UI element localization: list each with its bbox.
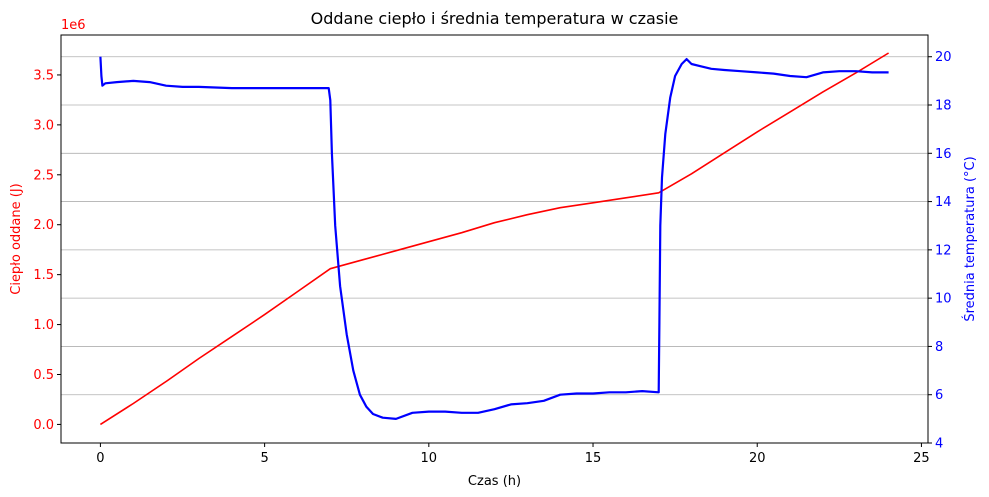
right-axis-label: Średnia temperatura (°C) <box>962 156 978 321</box>
grid-lines <box>61 56 928 444</box>
chart-title: Oddane ciepło i średnia temperatura w cz… <box>311 9 679 28</box>
right-tick-label: 6 <box>935 388 943 403</box>
x-tick-label: 0 <box>96 451 104 466</box>
right-tick-label: 14 <box>935 195 952 210</box>
heat-released-line <box>99 52 890 426</box>
x-tick-label: 5 <box>260 451 268 466</box>
left-axis-label: Ciepło oddane (J) <box>9 183 24 295</box>
right-tick-label: 4 <box>935 437 943 452</box>
x-tick-label: 10 <box>421 451 438 466</box>
x-axis-label: Czas (h) <box>468 474 521 489</box>
x-axis-ticks: 0 5 10 15 20 25 <box>96 443 930 466</box>
right-tick-label: 20 <box>935 50 952 65</box>
left-tick-label: 3.5 <box>33 68 54 83</box>
x-tick-label: 25 <box>913 451 930 466</box>
x-tick-label: 15 <box>585 451 602 466</box>
left-axis-scale-text: 1e6 <box>61 18 86 33</box>
right-tick-label: 12 <box>935 243 952 258</box>
left-tick-label: 2.5 <box>33 168 54 183</box>
left-tick-label: 2.0 <box>33 218 54 233</box>
x-tick-label: 20 <box>749 451 766 466</box>
left-tick-label: 1.5 <box>33 268 54 283</box>
left-axis-ticks: 0.0 0.5 1.0 1.5 2.0 2.5 3.0 3.5 <box>33 68 61 433</box>
left-tick-label: 0.5 <box>33 368 54 383</box>
left-tick-label: 3.0 <box>33 118 54 133</box>
right-tick-label: 8 <box>935 340 943 355</box>
left-tick-label: 0.0 <box>33 418 54 433</box>
left-tick-label: 1.0 <box>33 318 54 333</box>
right-tick-label: 10 <box>935 292 952 307</box>
mean-temperature-line <box>99 56 889 420</box>
plot-frame <box>60 34 929 444</box>
right-axis-ticks: 4 6 8 10 12 14 16 18 20 <box>928 50 952 452</box>
right-tick-label: 16 <box>935 147 952 162</box>
right-tick-label: 18 <box>935 99 952 114</box>
series-layer <box>99 52 890 426</box>
